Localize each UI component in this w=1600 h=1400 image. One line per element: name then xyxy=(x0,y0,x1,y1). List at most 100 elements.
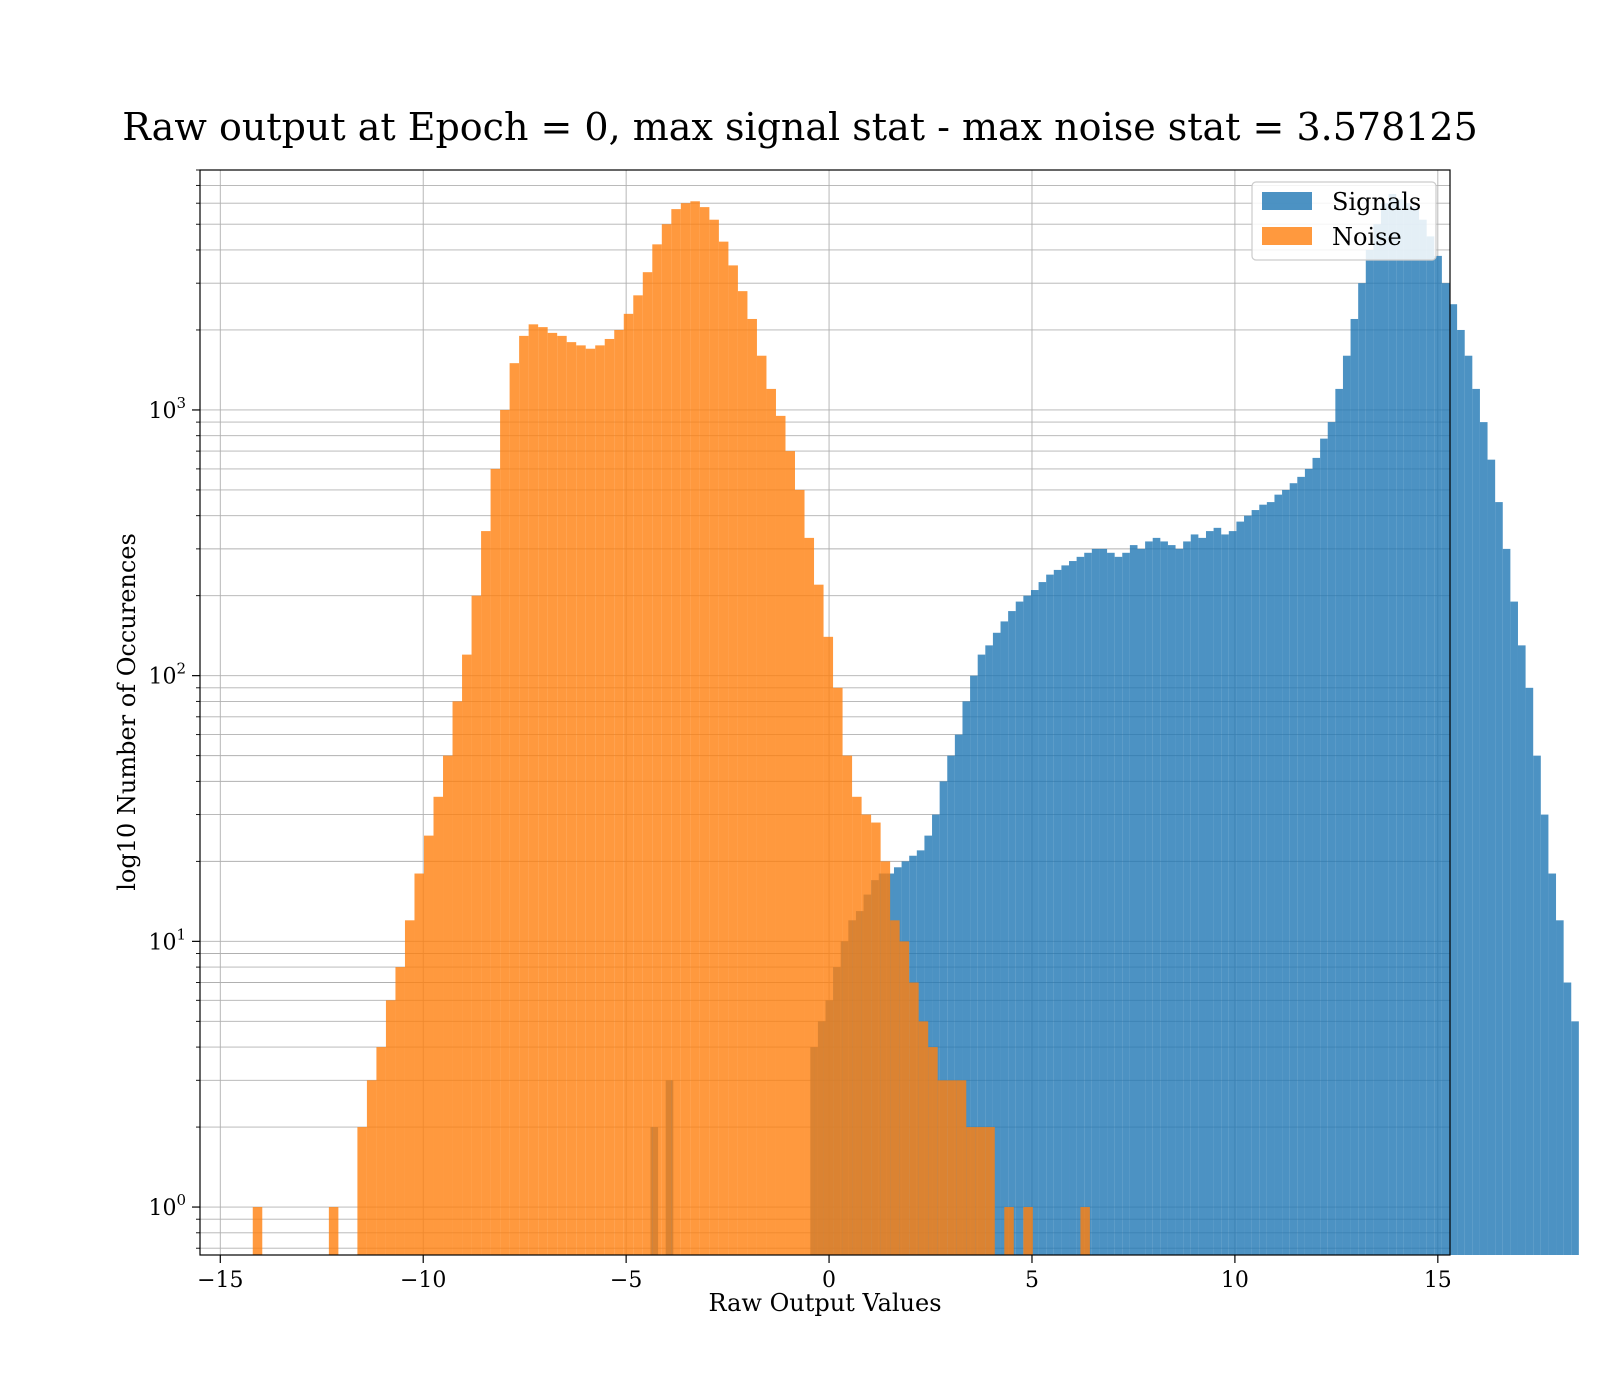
bar-noise xyxy=(462,654,472,1255)
x-axis: −15 −10 −5 0 5 10 15 xyxy=(197,1255,1452,1293)
bar-noise xyxy=(766,388,776,1255)
bar-noise xyxy=(376,1047,386,1255)
bar-noise xyxy=(328,1207,339,1255)
bar-noise xyxy=(823,636,834,1255)
bar-signals xyxy=(1434,255,1442,1255)
bar-signals xyxy=(924,835,933,1255)
bar-noise xyxy=(443,755,453,1255)
bar-signals xyxy=(947,755,955,1255)
bar-signals xyxy=(939,781,948,1255)
bar-signals xyxy=(1046,574,1054,1255)
bar-noise xyxy=(861,814,872,1255)
bar-noise xyxy=(842,755,853,1255)
bar-signals xyxy=(1441,283,1450,1256)
bar-signals xyxy=(1358,283,1366,1256)
bar-noise xyxy=(519,335,529,1255)
legend-swatch-signals xyxy=(1262,192,1312,210)
bar-signals xyxy=(1388,193,1397,1256)
series-noise-bars xyxy=(252,201,1090,1256)
bar-signals xyxy=(1069,561,1077,1255)
bar-signals xyxy=(1548,873,1557,1255)
bar-signals xyxy=(1403,203,1412,1255)
bar-signals xyxy=(1266,502,1275,1255)
bar-signals xyxy=(1053,569,1062,1255)
chart-title: Raw output at Epoch = 0, max signal stat… xyxy=(122,105,1478,149)
bar-noise xyxy=(795,489,805,1256)
bar-noise xyxy=(918,1021,929,1255)
bar-noise xyxy=(366,1080,377,1255)
plot-frame xyxy=(199,169,1451,1256)
bar-noise xyxy=(718,241,729,1256)
x-tick-label: −5 xyxy=(610,1268,642,1293)
bar-noise xyxy=(928,1047,938,1255)
bar-noise xyxy=(404,920,415,1255)
x-tick-label: 5 xyxy=(1025,1268,1039,1293)
bar-signals xyxy=(1335,388,1343,1255)
bar-signals xyxy=(1023,595,1031,1255)
bar-noise xyxy=(680,203,691,1255)
bar-signals xyxy=(1183,541,1191,1255)
bar-noise xyxy=(395,967,405,1255)
bar-signals xyxy=(1213,527,1222,1255)
bar-noise xyxy=(833,687,843,1255)
bar-signals xyxy=(1556,920,1564,1255)
bar-noise xyxy=(1023,1207,1033,1255)
bar-signals xyxy=(1175,548,1184,1255)
bar-signals xyxy=(1373,224,1382,1256)
bar-signals xyxy=(1145,541,1153,1255)
y-tick-label: 101 xyxy=(148,925,186,955)
y-axis-label: log10 Number of Occurences xyxy=(113,533,141,891)
bar-noise xyxy=(433,796,444,1255)
bar-noise xyxy=(471,595,482,1255)
bar-noise xyxy=(585,348,596,1255)
bar-noise xyxy=(423,835,434,1255)
bar-signals xyxy=(1472,388,1480,1255)
bar-noise xyxy=(699,207,710,1255)
bar-signals xyxy=(977,654,986,1255)
bar-signals xyxy=(1008,611,1016,1255)
bar-signals xyxy=(1563,982,1572,1255)
bar-noise xyxy=(642,272,653,1256)
bar-signals xyxy=(1365,249,1374,1255)
bar-signals xyxy=(1510,601,1518,1255)
legend: Signals Noise xyxy=(1251,181,1437,261)
bar-noise xyxy=(1080,1207,1090,1255)
bar-noise xyxy=(557,335,567,1255)
bar-noise xyxy=(737,291,748,1255)
bar-noise xyxy=(452,701,463,1255)
bar-noise xyxy=(890,920,900,1255)
bar-noise xyxy=(490,468,501,1255)
plot-area xyxy=(199,169,1579,1256)
bar-signals xyxy=(1038,582,1047,1255)
bar-noise xyxy=(756,355,767,1255)
x-tick-label: −10 xyxy=(400,1268,446,1293)
bar-noise xyxy=(804,537,815,1255)
legend-swatch-noise xyxy=(1262,227,1312,245)
bar-noise xyxy=(852,796,862,1255)
bar-signals xyxy=(1167,545,1176,1255)
bar-signals xyxy=(932,814,940,1255)
bar-noise xyxy=(576,345,586,1255)
bar-signals xyxy=(1297,476,1305,1255)
bar-signals xyxy=(1533,755,1541,1255)
bar-signals xyxy=(1289,483,1298,1255)
bar-noise xyxy=(975,1127,986,1255)
bar-noise xyxy=(252,1207,263,1255)
bar-noise xyxy=(671,209,681,1256)
bar-noise xyxy=(709,219,719,1256)
bar-signals xyxy=(1571,1021,1579,1255)
bar-signals xyxy=(1502,548,1511,1255)
bar-signals xyxy=(954,734,963,1255)
bar-signals xyxy=(1304,468,1313,1255)
bar-noise xyxy=(595,345,605,1255)
bar-noise xyxy=(985,1127,995,1255)
bar-signals xyxy=(1160,541,1168,1255)
bar-signals xyxy=(1084,552,1092,1255)
bar-noise xyxy=(623,313,634,1255)
bar-noise xyxy=(947,1080,957,1255)
bar-noise xyxy=(775,415,786,1256)
bar-noise xyxy=(614,329,624,1255)
x-tick-label: 10 xyxy=(1221,1268,1249,1293)
bar-signals xyxy=(1091,548,1100,1255)
bar-signals xyxy=(1449,304,1458,1255)
